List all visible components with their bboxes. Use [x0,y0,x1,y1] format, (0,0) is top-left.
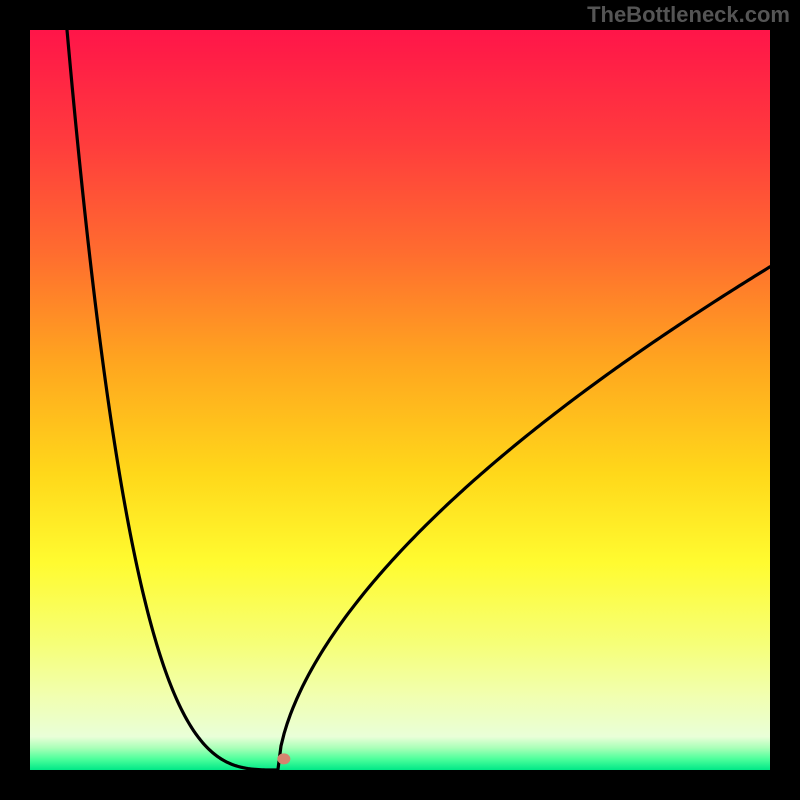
bottleneck-chart [0,0,800,800]
chart-container: TheBottleneck.com [0,0,800,800]
optimum-marker [277,753,290,764]
plot-background [30,30,770,770]
